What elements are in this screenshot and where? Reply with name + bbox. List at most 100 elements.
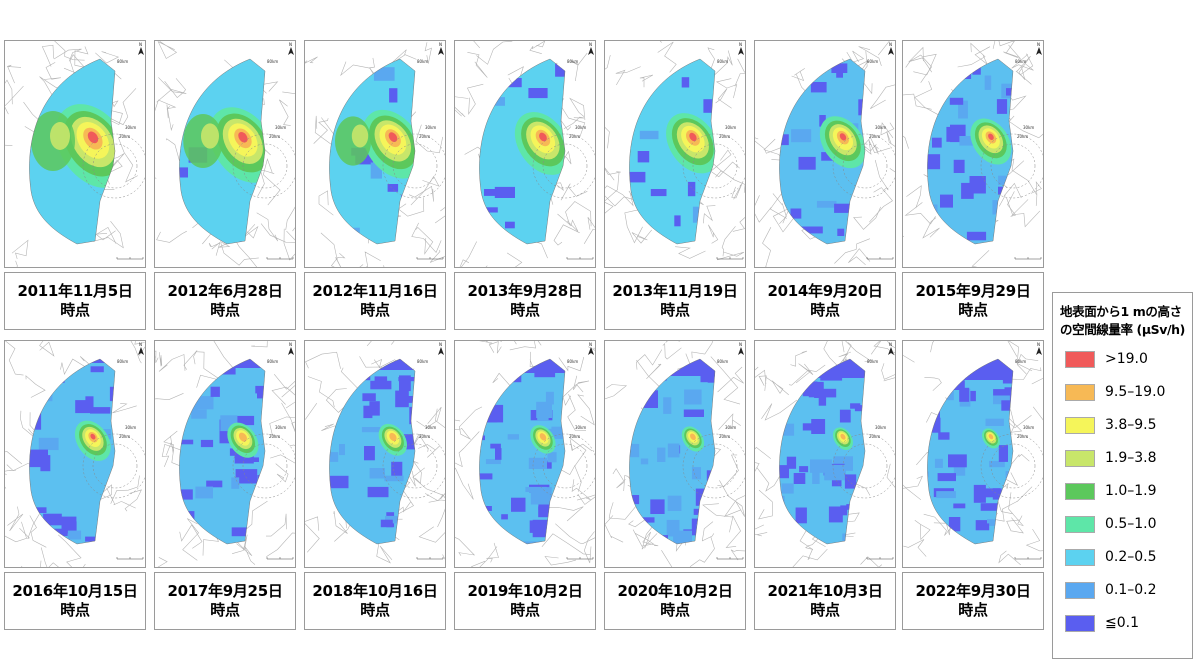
legend-label: 1.9–3.8 (1105, 450, 1157, 466)
ring20-label: 20km (119, 434, 130, 439)
caption-suffix: 時点 (810, 601, 840, 619)
ring30-label: 30km (575, 425, 586, 430)
ring80-label: 80km (1015, 59, 1026, 64)
ring30-label: 30km (725, 125, 736, 130)
caption-date: 2022年9月30日 (915, 582, 1031, 600)
ring30-label: 30km (1023, 425, 1034, 430)
dose-layer (29, 359, 115, 544)
ring20-label: 20km (569, 434, 580, 439)
north-label: N (289, 342, 292, 347)
dose-map: 80km 30km 20km N (4, 340, 146, 568)
caption-suffix: 時点 (510, 601, 540, 619)
caption-suffix: 時点 (60, 601, 90, 619)
dose-map-svg: 80km 30km 20km N (305, 341, 445, 564)
ring80-label: 80km (717, 59, 728, 64)
caption-suffix: 時点 (958, 601, 988, 619)
legend-swatch (1065, 482, 1095, 500)
ring30-label: 30km (425, 425, 436, 430)
ring20-label: 20km (869, 134, 880, 139)
legend-swatch (1065, 350, 1095, 368)
dose-map-svg: 80km 30km 20km N (455, 341, 595, 567)
ring30-label: 30km (425, 125, 436, 130)
map-caption: 2020年10月2日 時点 (604, 572, 746, 630)
scale-bar (716, 557, 744, 560)
north-label: N (589, 342, 592, 347)
map-caption: 2016年10月15日 時点 (4, 572, 146, 630)
legend-label: 9.5–19.0 (1105, 384, 1166, 400)
dose-map-svg: 80km 30km 20km N (903, 341, 1043, 566)
legend-item: 3.8–9.5 (1065, 416, 1157, 434)
map-caption: 2022年9月30日 時点 (902, 572, 1044, 630)
legend-item: 0.2–0.5 (1065, 548, 1157, 566)
legend-label: 1.0–1.9 (1105, 483, 1157, 499)
legend-label: 0.1–0.2 (1105, 582, 1157, 598)
north-label: N (589, 42, 592, 47)
dose-map: 80km 30km 20km N (604, 40, 746, 268)
dose-map: 80km 30km 20km N (902, 40, 1044, 268)
north-arrow-icon: N (738, 342, 744, 355)
north-label: N (1037, 42, 1040, 47)
legend-item: >19.0 (1065, 350, 1148, 368)
ring80-label: 80km (867, 359, 878, 364)
dose-layer (629, 59, 715, 244)
legend-label: ≦0.1 (1105, 615, 1139, 631)
scale-bar (1014, 557, 1042, 560)
dose-map: 80km 30km 20km N (902, 340, 1044, 568)
legend-item: 9.5–19.0 (1065, 383, 1165, 401)
dose-map-svg: 80km 30km 20km N (903, 41, 1043, 267)
map-caption: 2015年9月29日 時点 (902, 272, 1044, 330)
legend-swatch (1065, 548, 1095, 566)
caption-suffix: 時点 (810, 301, 840, 319)
scale-bar (566, 557, 594, 560)
ring20-label: 20km (269, 434, 280, 439)
dose-map: 80km 30km 20km N (754, 340, 896, 568)
north-arrow-icon: N (888, 342, 894, 355)
ring30-label: 30km (1023, 125, 1034, 130)
caption-date: 2012年11月16日 (312, 282, 438, 300)
dose-map-svg: 80km 30km 20km N (455, 41, 595, 267)
north-label: N (439, 342, 442, 347)
map-caption: 2017年9月25日 時点 (154, 572, 296, 630)
map-caption: 2013年11月19日 時点 (604, 272, 746, 330)
dose-map: 80km 30km 20km N (304, 340, 446, 568)
legend: 地表面から1 mの高さ の空間線量率 (μSv/h) >19.0 9.5–19.0… (1052, 292, 1193, 659)
caption-suffix: 時点 (958, 301, 988, 319)
caption-date: 2017年9月25日 (167, 582, 283, 600)
dose-map: 80km 30km 20km N (154, 340, 296, 568)
dose-layer (479, 359, 565, 544)
north-arrow-icon: N (138, 342, 144, 355)
north-arrow-icon: N (138, 42, 144, 55)
map-caption: 2011年11月5日 時点 (4, 272, 146, 330)
ring20-label: 20km (119, 134, 130, 139)
caption-date: 2018年10月16日 (312, 582, 438, 600)
legend-label: 0.5–1.0 (1105, 516, 1157, 532)
dose-map: 80km 30km 20km N (754, 40, 896, 268)
north-label: N (139, 42, 142, 47)
scale-bar (116, 557, 144, 560)
north-arrow-icon: N (588, 42, 594, 55)
legend-title-line2: の空間線量率 (μSv/h) (1060, 322, 1185, 337)
legend-item: 1.9–3.8 (1065, 449, 1157, 467)
north-label: N (739, 342, 742, 347)
caption-date: 2014年9月20日 (767, 282, 883, 300)
caption-suffix: 時点 (210, 601, 240, 619)
dose-map-svg: 80km 30km 20km N (755, 341, 895, 567)
caption-suffix: 時点 (360, 301, 390, 319)
map-caption: 2013年9月28日 時点 (454, 272, 596, 330)
north-label: N (1037, 342, 1040, 347)
dose-layer (179, 359, 265, 544)
legend-label: 3.8–9.5 (1105, 417, 1157, 433)
legend-swatch (1065, 581, 1095, 599)
dose-layer (779, 359, 865, 544)
ring80-label: 80km (567, 359, 578, 364)
north-arrow-icon: N (1036, 42, 1042, 55)
ring80-label: 80km (1015, 359, 1026, 364)
north-arrow-icon: N (288, 42, 294, 55)
map-caption: 2018年10月16日 時点 (304, 572, 446, 630)
dose-map-svg: 80km 30km 20km N (755, 41, 895, 267)
ring80-label: 80km (417, 359, 428, 364)
scale-bar (416, 257, 444, 260)
caption-date: 2013年11月19日 (612, 282, 738, 300)
dose-layer (629, 359, 715, 544)
north-arrow-icon: N (288, 342, 294, 355)
